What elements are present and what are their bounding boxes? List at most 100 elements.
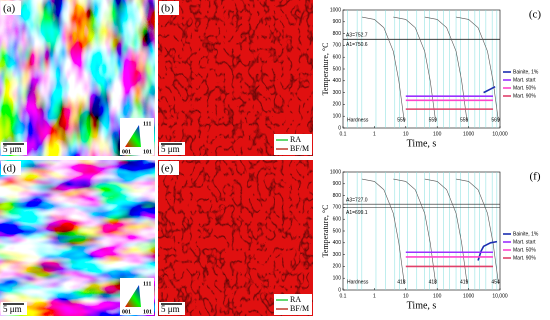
cooling-curve xyxy=(393,178,437,285)
x-tick-label: 10,000 xyxy=(492,131,508,137)
y-axis-label: Temperature, °C xyxy=(321,205,330,258)
y-tick-label: 500 xyxy=(333,228,342,234)
hardness-value: 559 xyxy=(460,117,469,123)
cooling-curve xyxy=(361,16,405,123)
hardness-value: 419 xyxy=(460,279,469,285)
label-box xyxy=(1,1,21,15)
cct-chart: 0 100 200 300 400 500 600 700 800 900 1000 0.1 1 10 10… xyxy=(321,7,542,149)
label-box xyxy=(159,161,179,175)
ipf-label: 001 xyxy=(122,149,131,155)
legend-label: RA xyxy=(290,295,301,304)
y-tick-label: 800 xyxy=(333,31,342,37)
legend-label: Mart. 90% xyxy=(513,93,536,99)
ipf-triangle xyxy=(125,285,141,307)
x-tick-label: 100 xyxy=(433,131,442,137)
reference-label: A3=752.7 xyxy=(346,33,368,39)
cooling-curve xyxy=(456,178,499,285)
scale-box xyxy=(1,142,27,155)
legend-label: RA xyxy=(290,135,301,144)
ipf-label: 111 xyxy=(143,121,151,127)
legend-label: Mart. 50% xyxy=(513,85,536,91)
scale-bar-label: 5 μm xyxy=(161,144,180,154)
y-tick-label: 0 xyxy=(338,125,341,131)
legend-label: Mart. start xyxy=(513,239,536,245)
y-tick-label: 800 xyxy=(333,193,342,199)
ebsd-map xyxy=(0,0,155,316)
cct-chart: 0 100 200 300 400 500 600 700 800 900 1000 0.1 1 10 10… xyxy=(321,169,541,311)
ipf-label: 101 xyxy=(143,309,152,315)
x-tick-label: 0.1 xyxy=(340,131,347,137)
panel-label: (f) xyxy=(530,171,541,183)
hardness-label: Hardness xyxy=(347,117,369,123)
hardness-value: 418 xyxy=(429,279,438,285)
scale-bar-label: 5 μm xyxy=(3,144,22,154)
ipf-label: 111 xyxy=(143,281,151,287)
y-tick-label: 1000 xyxy=(330,7,341,13)
y-tick-label: 600 xyxy=(333,217,342,223)
hardness-value: 454 xyxy=(491,279,500,285)
reference-label: A1=699.1 xyxy=(346,210,368,216)
label-box xyxy=(159,1,179,15)
x-axis-label: Time, s xyxy=(407,138,437,149)
scale-box xyxy=(1,302,27,315)
legend-label: Mart. start xyxy=(513,77,536,83)
x-tick-label: 1 xyxy=(373,293,376,299)
x-tick-label: 100 xyxy=(433,293,442,299)
panel-label: (a) xyxy=(3,3,16,15)
y-tick-label: 0 xyxy=(338,287,341,293)
x-tick-label: 1 xyxy=(373,131,376,137)
y-tick-label: 200 xyxy=(333,264,342,270)
scale-box xyxy=(159,142,185,155)
legend-label: Bainite, 1% xyxy=(513,231,539,237)
cooling-curve xyxy=(424,178,468,285)
hardness-value: 569 xyxy=(491,117,500,123)
y-tick-label: 100 xyxy=(333,276,342,282)
y-tick-label: 700 xyxy=(333,205,342,211)
ipf-triangle xyxy=(125,125,141,147)
hardness-value: 559 xyxy=(397,117,406,123)
y-axis-label: Temperature, °C xyxy=(321,43,330,96)
y-tick-label: 500 xyxy=(333,66,342,72)
panel-label: (b) xyxy=(161,3,174,15)
panel-label: (d) xyxy=(3,163,16,175)
scale-bar-label: 5 μm xyxy=(3,304,22,314)
series-line xyxy=(483,85,496,94)
legend-label: Mart. 50% xyxy=(513,247,536,253)
plot-area xyxy=(342,171,501,291)
legend-label: Bainite, 1% xyxy=(513,69,539,75)
x-axis-label: Time, s xyxy=(407,300,437,311)
y-tick-label: 400 xyxy=(333,78,342,84)
y-tick-label: 600 xyxy=(333,55,342,61)
x-tick-label: 1000 xyxy=(463,293,474,299)
series-line xyxy=(477,240,498,261)
legend-label: BF/M xyxy=(290,144,309,153)
label-box xyxy=(1,161,21,175)
reference-label: A3=727.0 xyxy=(346,198,368,204)
hardness-value: 418 xyxy=(397,279,406,285)
x-tick-label: 1000 xyxy=(463,131,474,137)
y-tick-label: 900 xyxy=(333,181,342,187)
y-tick-label: 700 xyxy=(333,43,342,49)
y-tick-label: 200 xyxy=(333,102,342,108)
scale-bar-label: 5 μm xyxy=(161,304,180,314)
legend-label: Mart. 90% xyxy=(513,255,536,261)
y-tick-label: 900 xyxy=(333,19,342,25)
cooling-curve xyxy=(361,178,405,285)
panel-label: (c) xyxy=(529,9,542,21)
hardness-value: 559 xyxy=(429,117,438,123)
y-tick-label: 400 xyxy=(333,240,342,246)
panel-label: (e) xyxy=(161,163,174,175)
y-tick-label: 1000 xyxy=(330,169,341,175)
x-tick-label: 0.1 xyxy=(340,293,347,299)
x-tick-label: 10 xyxy=(403,293,409,299)
ipf-label: 101 xyxy=(143,149,152,155)
y-tick-label: 300 xyxy=(333,252,342,258)
x-tick-label: 10 xyxy=(403,131,409,137)
y-tick-label: 300 xyxy=(333,90,342,96)
scale-box xyxy=(159,302,185,315)
cooling-curve xyxy=(393,16,437,123)
cooling-curve xyxy=(424,16,468,123)
phase-map xyxy=(158,0,313,316)
